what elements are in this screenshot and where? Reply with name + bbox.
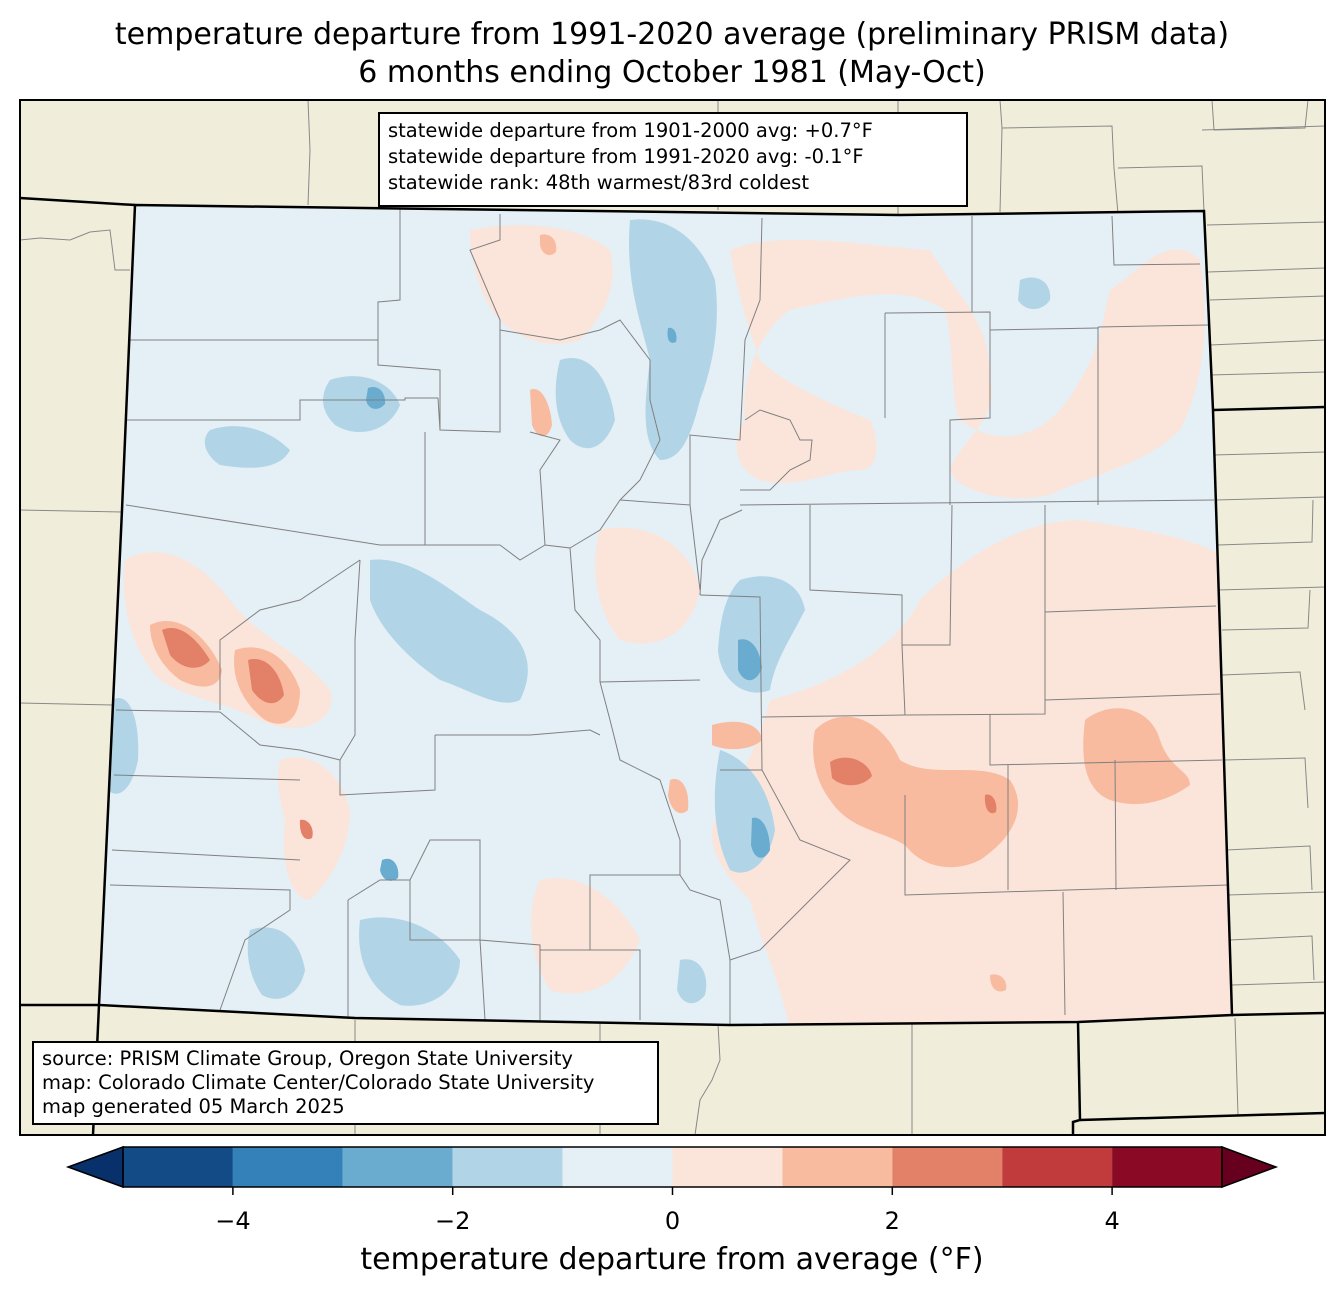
cool-region-san-juan — [359, 917, 460, 1006]
warm-core-ne — [540, 234, 557, 256]
statewide-stats-box: statewide departure from 1901-2000 avg: … — [378, 112, 968, 207]
colorbar-label: temperature departure from average (°F) — [360, 1242, 984, 1277]
county-lines — [109, 207, 1229, 1025]
cool-core-denver — [738, 639, 762, 681]
cool-core-pikes — [751, 817, 770, 858]
source-line-map: map: Colorado Climate Center/Colorado St… — [42, 1071, 595, 1094]
warm-region-central — [595, 527, 700, 644]
temperature-departure-field — [99, 205, 1232, 1025]
cool-region-sw — [247, 927, 305, 999]
stats-line-1991-2020: statewide departure from 1991-2020 avg: … — [388, 145, 864, 168]
map-title-line2: 6 months ending October 1981 (May-Oct) — [358, 55, 986, 90]
warm-hot-4 — [984, 794, 997, 814]
source-line-prism: source: PRISM Climate Group, Oregon Stat… — [42, 1047, 573, 1070]
warm-core-southeast-1 — [813, 716, 1019, 868]
warm-core-southeast-2 — [1083, 708, 1190, 805]
cool-region-west-edge — [106, 698, 139, 794]
cool-core-sj — [380, 858, 399, 881]
cool-core-nw — [366, 386, 386, 409]
warm-core-pueblo — [668, 779, 689, 814]
warm-region-west-2 — [277, 757, 350, 900]
cool-region-south — [677, 959, 707, 1004]
warm-core-se-spot — [990, 974, 1007, 992]
cool-region-nw-2 — [204, 426, 290, 468]
warm-hot-5 — [299, 819, 313, 840]
warm-core-central — [712, 721, 762, 750]
stats-line-rank: statewide rank: 48th warmest/83rd coldes… — [388, 171, 809, 194]
warm-hot-1 — [830, 757, 872, 786]
cool-region-central-mtn — [370, 559, 528, 703]
warm-region-northeast — [730, 239, 1205, 499]
warm-core-north — [530, 389, 552, 437]
stats-line-1901-2000: statewide departure from 1901-2000 avg: … — [388, 119, 873, 142]
map-frame — [19, 99, 1326, 1136]
cool-region-north-mid — [555, 358, 615, 449]
warm-hot-3 — [248, 659, 284, 704]
warm-hot-2 — [162, 628, 210, 668]
source-line-generated: map generated 05 March 2025 — [42, 1095, 345, 1118]
warm-region-north-central — [470, 225, 613, 344]
map-title-line1: temperature departure from 1991-2020 ave… — [114, 17, 1230, 52]
warm-region-south-central — [531, 878, 640, 994]
warm-region-east-central — [957, 583, 1053, 705]
source-box: source: PRISM Climate Group, Oregon Stat… — [32, 1041, 659, 1125]
cool-core-fr — [667, 327, 677, 343]
cool-region-ne-spot — [1018, 277, 1051, 309]
